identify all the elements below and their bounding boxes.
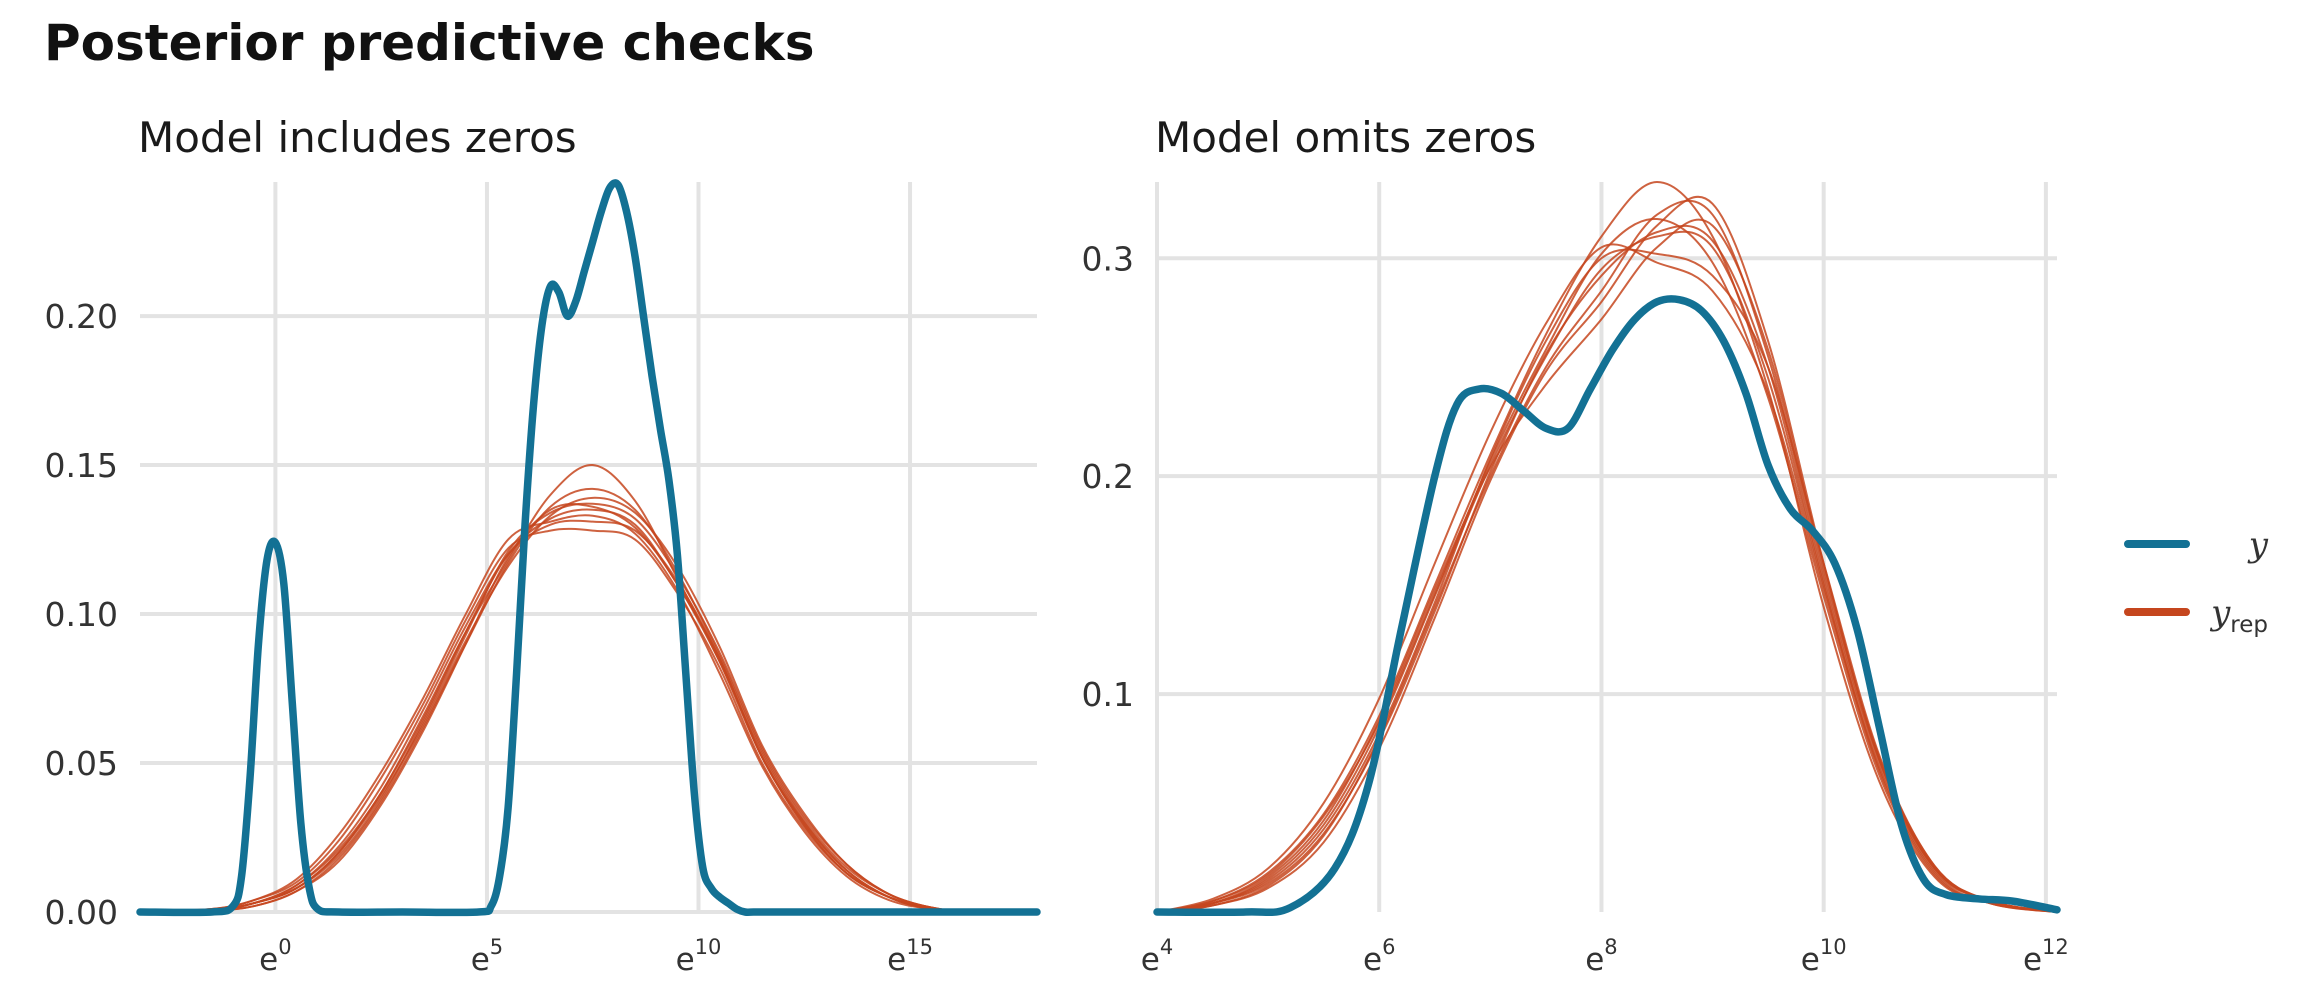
y-tick-label: 0.2 — [1082, 457, 1134, 496]
legend-item-yrep: yrep — [2124, 593, 2268, 638]
series-yrep-line — [1156, 230, 2058, 913]
series-yrep-line — [1156, 218, 2058, 913]
x-tick-label: e12 — [2023, 935, 2069, 978]
y-tick-label: 0.00 — [45, 893, 118, 932]
y-tick-label: 0.1 — [1082, 675, 1134, 714]
x-tick-label: e6 — [1363, 935, 1395, 978]
x-tick-label: e4 — [1141, 935, 1173, 978]
legend: y yrep — [2124, 525, 2269, 638]
panel-2: Model omits zeros 0.1 0.2 0.3 e4 e6 e8 e10 e12 — [1082, 113, 2069, 978]
series-yrep-line — [1156, 218, 2058, 913]
y-tick-label: 0.05 — [45, 744, 118, 783]
legend-label: y — [2247, 525, 2269, 565]
series-yrep-line — [1156, 181, 2058, 913]
y-tick-label: 0.15 — [45, 446, 118, 485]
series-yrep-line — [139, 496, 1038, 914]
y-tick-label: 0.20 — [45, 297, 118, 336]
series-yrep-line — [139, 502, 1038, 914]
series-yrep-line — [1156, 199, 2058, 913]
x-tick-label: e15 — [887, 935, 933, 978]
series-yrep-line — [1156, 248, 2058, 913]
panel-title: Model includes zeros — [138, 113, 577, 162]
panel-1: Model includes zeros 0.00 0.05 0.10 0.15 0.20… — [45, 113, 1041, 978]
series-yrep-line — [139, 487, 1038, 914]
panel-title: Model omits zeros — [1155, 113, 1536, 162]
series-yrep-line — [139, 519, 1038, 914]
x-tick-label: e0 — [259, 935, 291, 978]
legend-item-y: y — [2124, 525, 2269, 565]
x-tick-label: e5 — [471, 935, 503, 978]
series-y-line — [1153, 295, 2061, 917]
y-tick-label: 0.3 — [1082, 239, 1134, 278]
x-tick-label: e8 — [1585, 935, 1617, 978]
series-y-line — [136, 179, 1041, 917]
series-yrep-line — [139, 514, 1038, 914]
figure-title: Posterior predictive checks — [44, 14, 814, 72]
series-yrep-line — [1156, 195, 2058, 913]
panels: Model includes zeros0.000.050.100.150.20… — [45, 113, 2069, 978]
series-yrep-line — [1156, 224, 2058, 913]
series-yrep-line — [1156, 243, 2058, 913]
legend-label: yrep — [2209, 593, 2268, 638]
y-tick-label: 0.10 — [45, 595, 118, 634]
x-tick-label: e10 — [676, 935, 722, 978]
x-tick-label: e10 — [1801, 935, 1847, 978]
